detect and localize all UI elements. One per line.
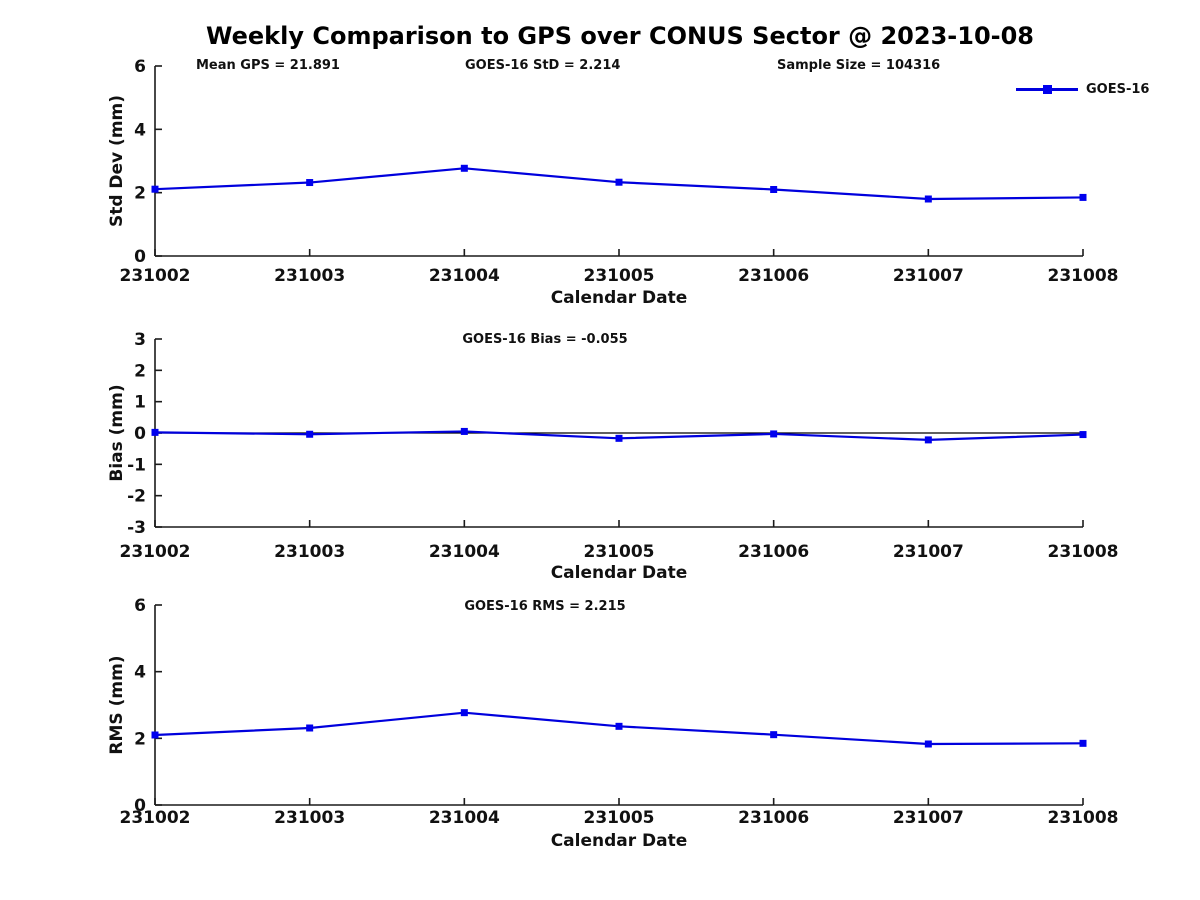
x-tick-label: 231002 [120,808,191,828]
data-point-marker [770,430,778,438]
y-axis-label: Std Dev (mm) [107,95,127,227]
y-tick-label: 0 [134,424,146,444]
y-tick-label: 0 [134,247,146,267]
x-tick-label: 231002 [120,266,191,286]
data-point-marker [306,179,314,187]
x-axis-label: Calendar Date [551,288,688,308]
goes16-markers [151,427,1087,444]
x-tick-label: 231004 [429,266,500,286]
y-tick-label: 6 [134,57,146,77]
plot-annotation: GOES-16 Bias = -0.055 [462,332,627,347]
x-tick-label: 231005 [584,542,655,562]
y-tick-label: 2 [134,729,146,749]
data-point-marker [615,722,623,730]
bias-plot: -3 -2 -1 0 1 2 3 231002 231003 231004 231005 231006… [107,330,1118,583]
data-point-marker [460,164,468,172]
data-point-marker [151,731,159,739]
data-point-marker [151,185,159,193]
x-tick-label: 231004 [429,542,500,562]
y-tick-label: 3 [134,330,146,350]
goes16-markers [151,709,1087,748]
data-point-marker [1079,431,1087,439]
x-tick-label: 231008 [1048,808,1119,828]
data-point-marker [306,724,314,732]
figure-title: Weekly Comparison to GPS over CONUS Sect… [205,22,1034,50]
data-point-marker [924,740,932,748]
y-tick-label: 4 [134,120,146,140]
x-tick-label: 231007 [893,266,964,286]
plot-annotation: GOES-16 RMS = 2.215 [464,599,625,614]
x-tick-label: 231007 [893,542,964,562]
stat-mean-gps: Mean GPS = 21.891 [196,58,340,73]
x-tick-label: 231005 [584,266,655,286]
legend-square-marker-icon [1043,85,1052,94]
x-axis-label: Calendar Date [551,831,688,851]
x-tick-label: 231007 [893,808,964,828]
x-tick-label: 231006 [738,808,809,828]
x-tick-label: 231002 [120,542,191,562]
y-axis-label: RMS (mm) [107,655,127,754]
y-tick-label: 2 [134,184,146,204]
x-tick-label: 231008 [1048,266,1119,286]
y-tick-label: -3 [127,518,146,538]
x-tick-label: 231003 [274,542,345,562]
x-tick-label: 231003 [274,266,345,286]
data-point-marker [151,428,159,436]
stddev-plot: 0 2 4 6 231002 231003 231004 231005 231006 231007… [107,57,1118,308]
x-tick-label: 231008 [1048,542,1119,562]
y-tick-label: 1 [134,393,146,413]
data-point-marker [460,427,468,435]
data-point-marker [306,430,314,438]
x-tick-label: 231006 [738,542,809,562]
goes16-markers [151,164,1087,203]
data-point-marker [770,186,778,193]
stat-sample-size: Sample Size = 104316 [777,58,941,73]
legend: GOES-16 [1016,80,1186,98]
data-point-marker [1079,739,1087,747]
y-tick-label: -1 [127,455,146,475]
data-point-marker [615,434,623,442]
x-tick-label: 231005 [584,808,655,828]
y-tick-label: 6 [134,596,146,616]
data-point-marker [924,195,932,203]
stat-goes16-std: GOES-16 StD = 2.214 [465,58,621,73]
x-tick-label: 231003 [274,808,345,828]
y-axis-label: Bias (mm) [107,384,127,481]
x-tick-label: 231006 [738,266,809,286]
x-axis-label: Calendar Date [551,563,688,583]
data-point-marker [615,178,623,186]
data-point-marker [924,436,932,444]
y-tick-label: 4 [134,663,146,683]
y-tick-label: -2 [127,487,146,507]
data-point-marker [460,709,468,717]
y-tick-label: 0 [134,796,146,816]
rms-plot: 0 2 4 6 231002 231003 231004 231005 231006 231007… [107,596,1118,851]
x-tick-label: 231004 [429,808,500,828]
y-tick-label: 2 [134,361,146,381]
data-point-marker [1079,193,1087,201]
legend-label: GOES-16 [1086,82,1150,97]
data-point-marker [770,731,778,739]
